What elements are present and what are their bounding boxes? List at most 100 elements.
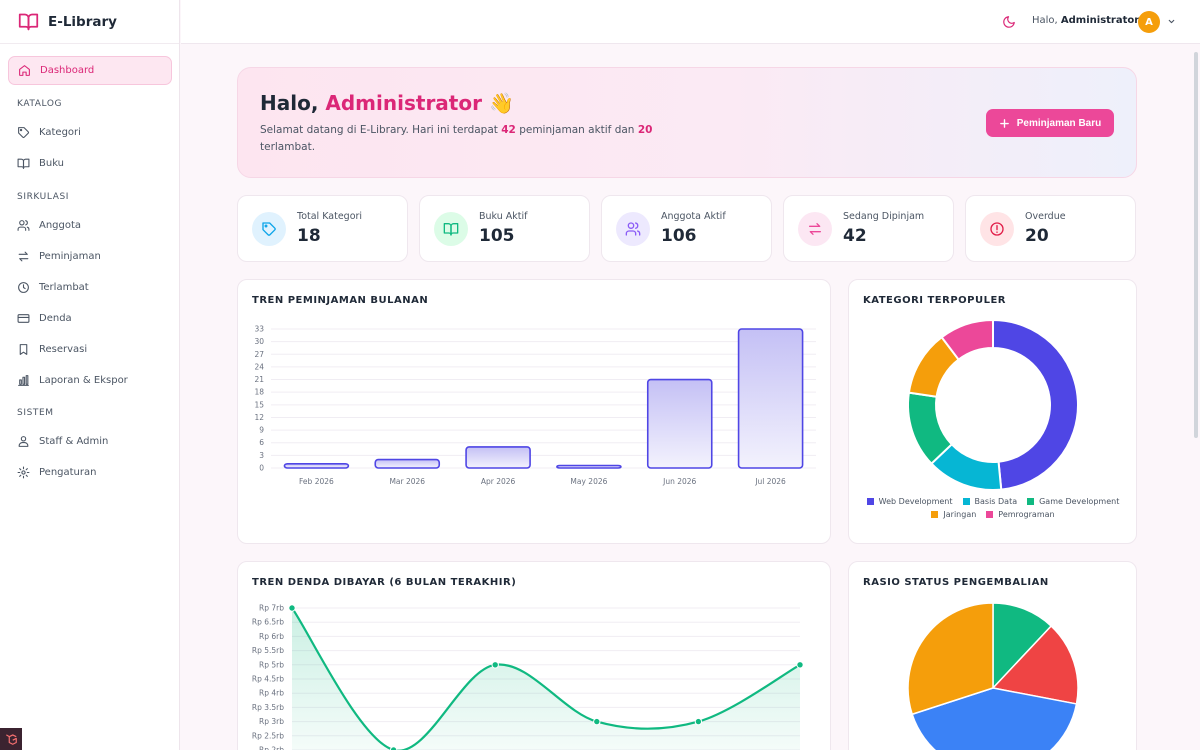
sidebar-item-reservasi[interactable]: Reservasi	[17, 340, 87, 358]
donut-slice	[992, 318, 1079, 491]
avatar[interactable]: A	[1138, 11, 1160, 33]
y-tick-label: Rp 5.5rb	[252, 646, 284, 655]
bookmark-icon	[19, 343, 28, 355]
debugbar-logo[interactable]	[0, 728, 22, 750]
legend-label: Basis Data	[974, 497, 1018, 506]
x-tick-label: Jun 2026	[662, 477, 696, 486]
donut-slice	[940, 318, 994, 361]
bar	[465, 446, 531, 469]
stat-card-kategori[interactable]: Total Kategori 18	[237, 195, 408, 262]
active-loans-count: 42	[501, 124, 516, 136]
users-icon	[17, 219, 30, 231]
legend-swatch	[866, 498, 874, 505]
sidebar-item-laporan[interactable]: Laporan & Ekspor	[17, 371, 128, 389]
y-tick-label: 3	[259, 451, 264, 460]
brand[interactable]: E-Library	[0, 0, 179, 44]
book-open-icon	[443, 223, 459, 236]
welcome-text: Selamat datang di E-Library. Hari ini te…	[260, 122, 660, 156]
stat-icon-wrap	[616, 212, 650, 246]
stat-card-dipinjam[interactable]: Sedang Dipinjam 42	[783, 195, 954, 262]
bar	[283, 462, 350, 469]
book-open-icon	[17, 158, 30, 169]
new-loan-button[interactable]: Peminjaman Baru	[986, 109, 1114, 137]
welcome-prefix: Halo,	[260, 91, 326, 115]
stat-card-anggota[interactable]: Anggota Aktif 106	[601, 195, 772, 262]
loans-bar-chart: 0 3 6 9 12 15 18 21 24 27 30 33 Feb 2026 Mar 2026 Apr …	[254, 325, 816, 486]
sidebar-item-peminjaman[interactable]: Peminjaman	[17, 247, 101, 265]
stat-icon-wrap	[980, 212, 1014, 246]
sidebar-item-kategori[interactable]: Kategori	[17, 123, 81, 141]
scrollbar[interactable]	[1194, 52, 1198, 438]
swap-icon	[809, 223, 821, 235]
section-sirkulasi: SIRKULASI	[17, 192, 70, 202]
sidebar-item-label: Terlambat	[39, 281, 89, 293]
stat-card-overdue[interactable]: Overdue 20	[965, 195, 1136, 262]
user-greeting: Halo, Administrator	[1032, 15, 1139, 26]
legend-swatch	[962, 498, 970, 505]
bar-chart-icon	[18, 374, 29, 386]
sidebar-item-anggota[interactable]: Anggota	[17, 216, 81, 234]
legend-swatch	[931, 511, 939, 518]
y-tick-label: Rp 2.5rb	[252, 731, 284, 740]
stat-title: Total Kategori	[297, 211, 363, 222]
bar	[374, 458, 441, 469]
pie-slice	[907, 602, 994, 716]
sidebar-item-terlambat[interactable]: Terlambat	[17, 278, 89, 296]
sidebar-item-pengaturan[interactable]: Pengaturan	[17, 463, 96, 481]
data-point	[389, 746, 398, 750]
sidebar-item-dashboard[interactable]: Dashboard	[8, 56, 172, 85]
stat-title: Anggota Aktif	[661, 211, 726, 222]
legend-item[interactable]: Jaringan	[931, 510, 976, 519]
home-icon	[19, 65, 30, 76]
y-tick-label: 0	[259, 464, 264, 473]
y-tick-label: Rp 4.5rb	[252, 675, 284, 684]
topbar: Halo, Administrator A	[181, 0, 1200, 44]
sidebar-item-label: Anggota	[39, 219, 82, 231]
app-name: E-Library	[48, 13, 117, 30]
categories-donut-chart	[907, 318, 1079, 491]
y-tick-label: 33	[254, 325, 264, 334]
stat-title: Overdue	[1025, 211, 1066, 222]
stat-value: 20	[1025, 226, 1049, 246]
credit-card-icon	[17, 313, 30, 323]
welcome-title: Halo, Administrator 👋	[260, 91, 514, 115]
y-tick-label: Rp 6rb	[259, 632, 284, 641]
card-title: TREN PEMINJAMAN BULANAN	[252, 295, 429, 306]
chart-legend: Web Development Basis Data Game Developm…	[849, 497, 1136, 519]
legend-item[interactable]: Pemrograman	[986, 510, 1055, 519]
stat-icon-wrap	[798, 212, 832, 246]
plus-icon	[999, 118, 1009, 128]
section-sistem: SISTEM	[17, 408, 54, 418]
stat-value: 106	[661, 226, 697, 246]
sidebar-item-denda[interactable]: Denda	[17, 309, 72, 327]
moon-icon[interactable]	[1002, 15, 1016, 29]
stat-card-buku[interactable]: Buku Aktif 105	[419, 195, 590, 262]
legend-swatch	[1027, 498, 1035, 505]
legend-item[interactable]: Game Development	[1027, 497, 1119, 506]
pie-slice	[992, 602, 1053, 690]
new-loan-label: Peminjaman Baru	[1016, 117, 1102, 129]
y-tick-label: Rp 6.5rb	[252, 618, 284, 627]
x-tick-label: Feb 2026	[299, 477, 334, 486]
bar	[646, 378, 713, 469]
gear-icon	[17, 466, 30, 478]
legend-item[interactable]: Basis Data	[962, 497, 1018, 506]
card-title: KATEGORI TERPOPULER	[863, 295, 1007, 306]
legend-item[interactable]: Web Development	[866, 497, 953, 506]
pie-slice	[991, 624, 1079, 705]
chevron-down-icon[interactable]	[1167, 17, 1176, 26]
tag-icon	[18, 126, 29, 138]
sidebar-item-label: Denda	[39, 312, 72, 324]
y-tick-label: 12	[254, 413, 264, 422]
x-tick-label: Mar 2026	[389, 477, 425, 486]
welcome-banner: Halo, Administrator 👋 Selamat datang di …	[237, 67, 1137, 178]
sidebar-item-label: Buku	[39, 157, 65, 169]
stat-value: 42	[843, 226, 867, 246]
sidebar-item-buku[interactable]: Buku	[17, 154, 64, 172]
y-tick-label: 9	[259, 426, 264, 435]
legend-label: Jaringan	[943, 510, 977, 519]
sidebar-item-staff[interactable]: Staff & Admin	[17, 432, 108, 450]
area-fill	[292, 608, 800, 750]
user-name: Administrator	[1060, 15, 1140, 26]
welcome-text-part: Selamat datang di E-Library. Hari ini te…	[260, 124, 502, 136]
